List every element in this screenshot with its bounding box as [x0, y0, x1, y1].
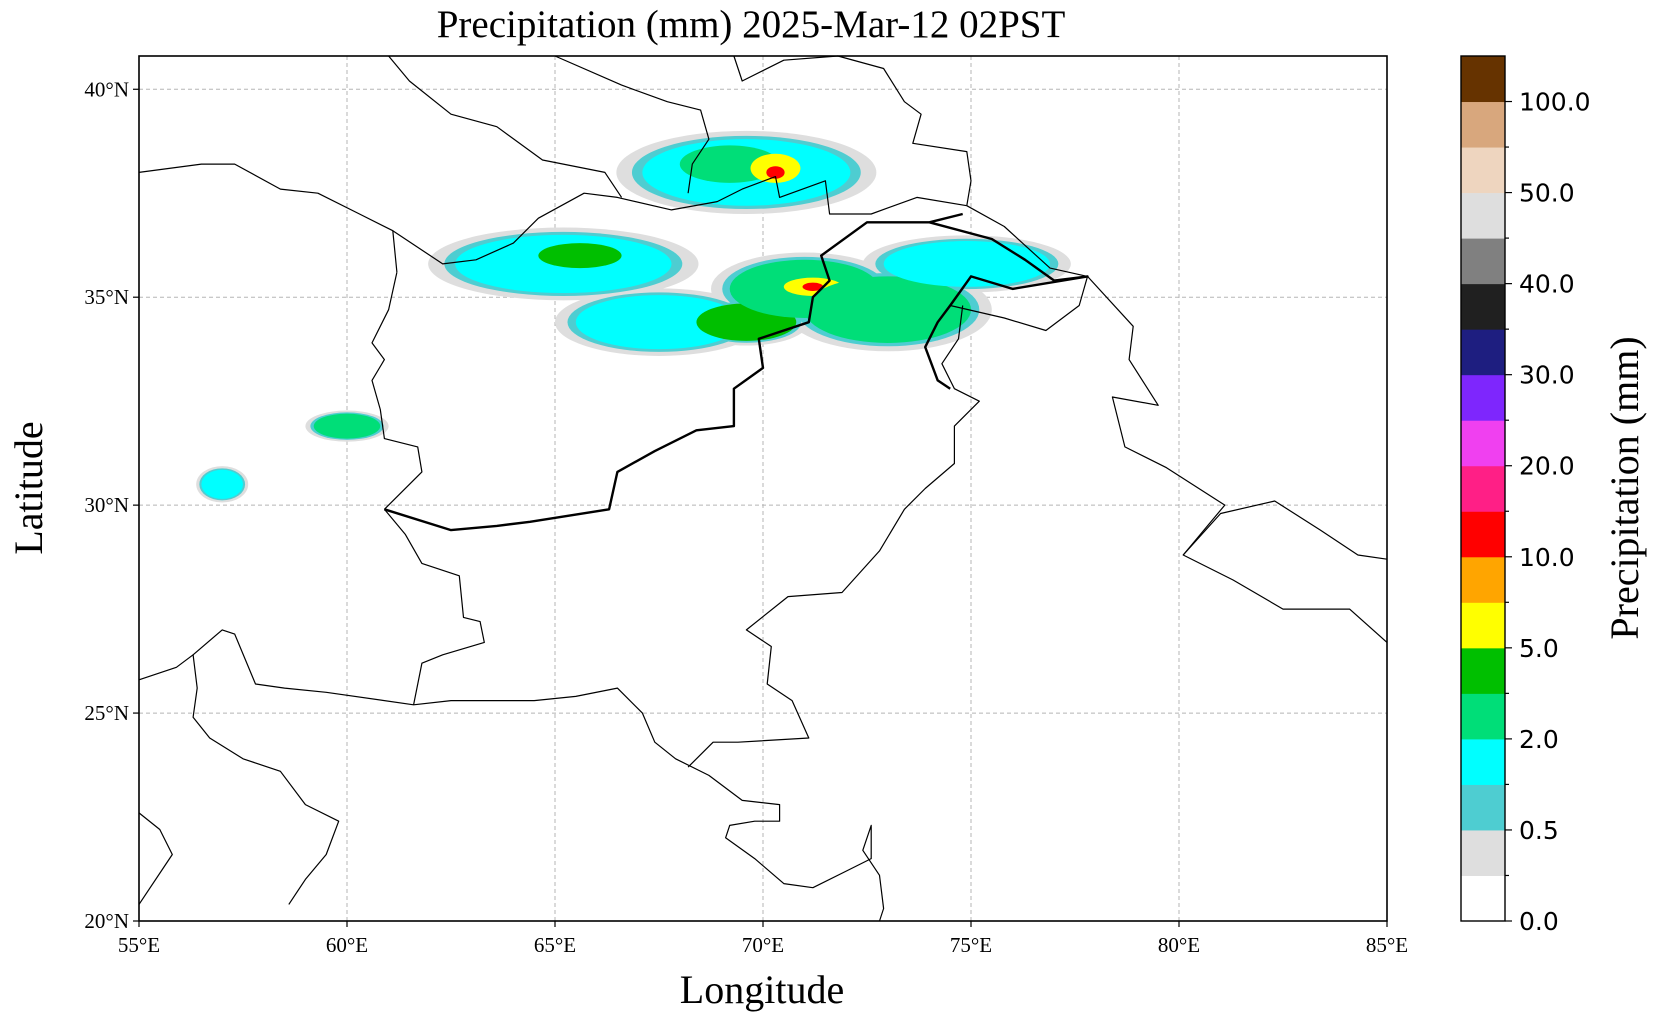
- colorbar-bin: [1461, 647, 1505, 694]
- precip-cell-west-afghanistan-iran: [313, 413, 381, 439]
- colorbar-bin: [1461, 238, 1505, 285]
- country-border: [966, 205, 1388, 643]
- lon-tick-label: 70°E: [742, 933, 784, 957]
- country-border: [383, 508, 485, 705]
- lat-tick-label: 20°N: [84, 909, 129, 933]
- country-border: [733, 55, 972, 206]
- coastlines-and-borders: [138, 55, 1388, 922]
- colorbar-tick-label: 30.0: [1519, 361, 1575, 390]
- lat-tick-label: 25°N: [84, 701, 129, 725]
- lat-tick-label: 40°N: [84, 77, 129, 101]
- country-border: [388, 55, 623, 198]
- colorbar-bin: [1461, 602, 1505, 649]
- colorbar-tick-label: 10.0: [1519, 543, 1575, 572]
- country-border: [392, 176, 967, 265]
- lon-tick-label: 55°E: [118, 933, 160, 957]
- colorbar-bin: [1461, 283, 1505, 330]
- precip-cell-south-iran: [201, 469, 243, 499]
- colorbar-bin: [1461, 738, 1505, 785]
- colorbar-tick-label: 0.5: [1519, 816, 1559, 845]
- precip-cell-gilgit-kashmir: [804, 276, 971, 343]
- country-border: [687, 305, 980, 768]
- precip-cell-north-afghanistan-tajikistan: [766, 166, 785, 179]
- map-plot-area: [138, 55, 1388, 922]
- colorbar-bin: [1461, 420, 1505, 467]
- precip-cell-central-afghanistan: [538, 243, 622, 269]
- precip-cell-gilgit-kashmir: [883, 241, 1051, 287]
- latitude-ticks: 20°N 25°N 30°N 35°N 40°N: [84, 77, 139, 933]
- colorbar-frame: [1460, 55, 1506, 922]
- colorbar-tick-label: 50.0: [1519, 179, 1575, 208]
- colorbar-bin: [1461, 329, 1505, 376]
- precip-cell-east-afghanistan: [575, 295, 743, 350]
- coastline: [138, 812, 173, 905]
- colorbar-tick-label: 5.0: [1519, 634, 1559, 663]
- colorbar-bin: [1461, 465, 1505, 512]
- colorbar-bin: [1461, 374, 1505, 421]
- colorbar-bin: [1461, 147, 1505, 194]
- lat-tick-label: 30°N: [84, 493, 129, 517]
- longitude-ticks: 55°E 60°E 65°E 70°E 75°E 80°E 85°E: [118, 921, 1408, 957]
- colorbar-bin: [1461, 556, 1505, 603]
- country-border: [384, 212, 963, 532]
- x-axis-label: Longitude: [680, 967, 844, 1012]
- country-border: [371, 272, 423, 510]
- lon-tick-label: 60°E: [326, 933, 368, 957]
- country-border: [138, 163, 398, 273]
- colorbar-tick-label: 2.0: [1519, 725, 1559, 754]
- colorbar-tick-label: 20.0: [1519, 452, 1575, 481]
- coastline: [192, 629, 885, 922]
- colorbar-tick-label: 40.0: [1519, 270, 1575, 299]
- country-border: [1182, 500, 1388, 560]
- colorbar-tick-label: 100.0: [1519, 88, 1591, 117]
- colorbar-tick-label: 0.0: [1519, 907, 1559, 936]
- lon-tick-label: 65°E: [534, 933, 576, 957]
- colorbar-bin: [1461, 56, 1505, 103]
- colorbar-bin: [1461, 875, 1505, 922]
- lat-tick-label: 35°N: [84, 285, 129, 309]
- lon-tick-label: 85°E: [1366, 933, 1408, 957]
- colorbar-bin: [1461, 192, 1505, 239]
- colorbar-bin: [1461, 829, 1505, 876]
- colorbar-bin: [1461, 511, 1505, 558]
- precip-cell-kunar-chitral: [802, 282, 824, 291]
- y-axis-label: Latitude: [6, 421, 51, 554]
- colorbar: 0.0 0.5 2.0 5.0 10.0 20.0 30.0 40.0 50.0 100.0: [1460, 55, 1591, 936]
- country-border: [950, 276, 1089, 332]
- colorbar-label: Precipitation (mm): [1602, 336, 1647, 639]
- country-border: [554, 55, 710, 194]
- colorbar-bin: [1461, 784, 1505, 831]
- country-border: [924, 221, 1089, 390]
- lon-tick-label: 75°E: [950, 933, 992, 957]
- map-title: Precipitation (mm) 2025-Mar-12 02PST: [437, 3, 1066, 46]
- colorbar-bin: [1461, 101, 1505, 148]
- colorbar-bin: [1461, 693, 1505, 740]
- lon-tick-label: 80°E: [1158, 933, 1200, 957]
